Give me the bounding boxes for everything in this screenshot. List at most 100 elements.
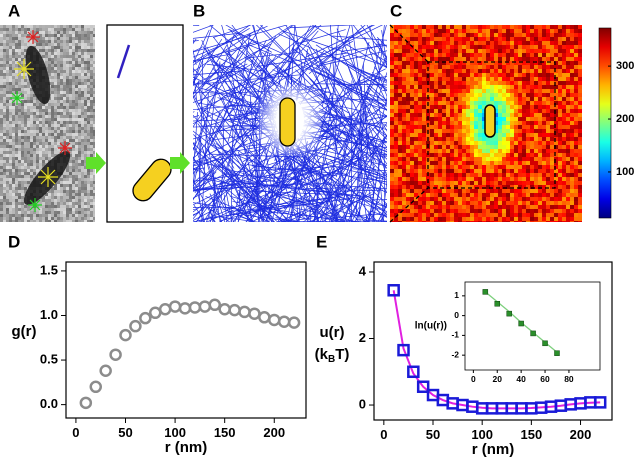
heat-cell: [442, 113, 446, 117]
texture: [72, 97, 75, 100]
texture: [54, 136, 57, 139]
heat-cell: [418, 181, 422, 185]
texture: [48, 55, 51, 58]
heat-cell: [558, 93, 562, 97]
heat-cell: [562, 33, 566, 37]
texture: [24, 94, 27, 97]
heat-cell: [538, 53, 542, 57]
heat-cell: [490, 33, 494, 37]
heat-cell: [478, 117, 482, 121]
heat-cell: [506, 29, 510, 33]
heat-cell: [522, 165, 526, 169]
texture: [75, 160, 78, 163]
texture: [72, 28, 75, 31]
heat-cell: [482, 25, 486, 29]
heat-cell: [482, 157, 486, 161]
heat-cell: [394, 133, 398, 137]
texture: [78, 118, 81, 121]
texture: [78, 121, 81, 124]
heat-cell: [526, 149, 530, 153]
heat-cell: [466, 217, 470, 221]
texture: [30, 148, 33, 151]
heat-cell: [522, 169, 526, 173]
texture: [24, 178, 27, 181]
heat-cell: [550, 77, 554, 81]
texture: [60, 55, 63, 58]
heat-cell: [418, 61, 422, 65]
heat-cell: [450, 169, 454, 173]
texture: [72, 91, 75, 94]
heat-cell: [534, 33, 538, 37]
texture: [0, 169, 3, 172]
texture: [21, 190, 24, 193]
texture: [54, 85, 57, 88]
heat-cell: [442, 81, 446, 85]
texture: [60, 43, 63, 46]
heat-cell: [538, 209, 542, 213]
heat-cell: [526, 85, 530, 89]
texture: [72, 214, 75, 217]
heat-cell: [414, 101, 418, 105]
texture: [42, 25, 45, 28]
heat-cell: [506, 205, 510, 209]
texture: [78, 58, 81, 61]
heat-cell: [518, 33, 522, 37]
heat-cell: [450, 217, 454, 221]
heat-cell: [526, 221, 530, 225]
texture: [72, 43, 75, 46]
heat-cell: [410, 209, 414, 213]
heat-cell: [578, 61, 582, 65]
heat-cell: [502, 205, 506, 209]
heat-cell: [458, 33, 462, 37]
texture: [42, 139, 45, 142]
heat-cell: [538, 129, 542, 133]
heat-cell: [490, 81, 494, 85]
texture: [75, 133, 78, 136]
heat-cell: [450, 137, 454, 141]
heat-cell: [502, 121, 506, 125]
heat-cell: [542, 125, 546, 129]
texture: [66, 181, 69, 184]
heat-cell: [478, 57, 482, 61]
trajectory: [327, 235, 390, 250]
texture: [0, 34, 3, 37]
texture: [60, 88, 63, 91]
heat-cell: [458, 121, 462, 125]
heat-cell: [474, 173, 478, 177]
heat-cell: [390, 33, 394, 37]
heat-cell: [550, 173, 554, 177]
heat-cell: [546, 157, 550, 161]
heat-cell: [542, 221, 546, 225]
texture: [69, 118, 72, 121]
heat-cell: [438, 201, 442, 205]
texture: [30, 136, 33, 139]
heat-cell: [442, 109, 446, 113]
trajectory: [219, 225, 248, 261]
heat-cell: [450, 201, 454, 205]
heat-cell: [566, 49, 570, 53]
heat-cell: [402, 133, 406, 137]
heat-cell: [506, 221, 510, 225]
texture: [0, 178, 3, 181]
texture: [27, 148, 30, 151]
texture: [48, 151, 51, 154]
heat-cell: [402, 125, 406, 129]
heat-cell: [438, 213, 442, 217]
heat-cell: [446, 181, 450, 185]
texture: [6, 94, 9, 97]
heat-cell: [466, 129, 470, 133]
texture: [3, 163, 6, 166]
trajectory: [136, 224, 282, 267]
texture: [48, 211, 51, 214]
texture: [75, 151, 78, 154]
heat-cell: [566, 25, 570, 29]
heat-cell: [526, 189, 530, 193]
texture: [69, 85, 72, 88]
heat-cell: [466, 101, 470, 105]
heat-cell: [450, 73, 454, 77]
texture: [33, 106, 36, 109]
heat-cell: [430, 29, 434, 33]
heat-cell: [542, 57, 546, 61]
texture: [69, 205, 72, 208]
texture: [15, 151, 18, 154]
